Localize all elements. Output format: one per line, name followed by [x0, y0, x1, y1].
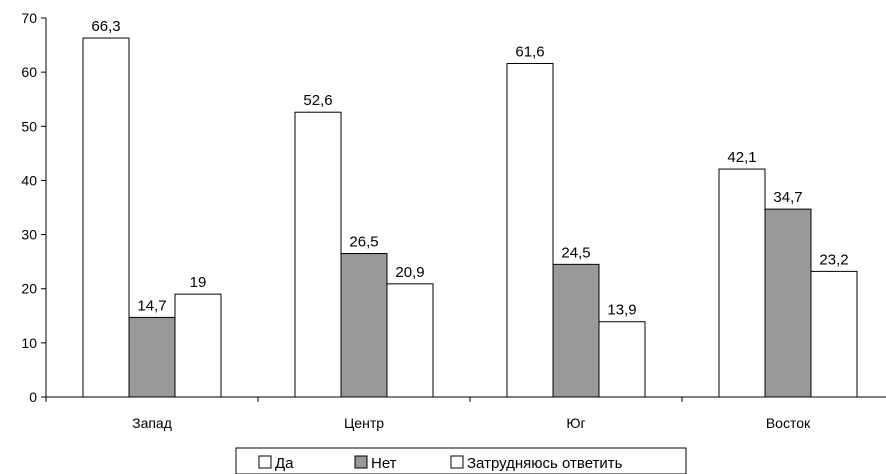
data-label: 66,3 — [91, 18, 120, 35]
data-label: 61,6 — [515, 43, 544, 60]
y-tick-label: 60 — [21, 64, 37, 80]
legend-label: Нет — [371, 455, 397, 472]
bar — [386, 283, 434, 398]
data-label: 24,5 — [561, 244, 590, 261]
legend-swatch — [258, 455, 272, 469]
y-tick-label: 20 — [21, 281, 37, 297]
x-tick-label: Центр — [344, 415, 384, 431]
y-tick-label: 50 — [21, 118, 37, 134]
data-label: 13,9 — [607, 302, 636, 319]
x-tick-label: Восток — [766, 415, 811, 431]
data-label: 52,6 — [303, 92, 332, 109]
bar — [810, 270, 858, 398]
bars — [82, 37, 858, 398]
data-label: 19 — [190, 274, 207, 291]
y-tick-label: 30 — [21, 227, 37, 243]
y-tick-label: 70 — [21, 10, 37, 26]
bar — [294, 111, 342, 398]
legend-swatch — [354, 455, 368, 469]
legend-swatch — [450, 455, 464, 469]
y-tick-label: 10 — [21, 335, 37, 351]
data-label: 34,7 — [773, 189, 802, 206]
bar — [598, 321, 646, 398]
data-label: 26,5 — [349, 234, 378, 251]
bar — [552, 263, 600, 398]
y-tick-label: 40 — [21, 172, 37, 188]
y-tick-label: 0 — [29, 389, 37, 405]
legend-label: Да — [275, 455, 294, 472]
data-label: 14,7 — [137, 297, 166, 314]
bar — [128, 316, 176, 398]
bar — [506, 62, 554, 398]
data-label: 23,2 — [819, 251, 848, 268]
bar — [340, 253, 388, 398]
bar — [174, 293, 222, 398]
bar — [718, 168, 766, 398]
legend: Да Нет Затрудняюсь ответить — [235, 447, 687, 474]
bar — [82, 37, 130, 398]
x-tick-label: Юг — [566, 415, 585, 431]
data-label: 20,9 — [395, 264, 424, 281]
data-labels: 66,3 52,6 61,6 42,1 14,7 26,5 24,5 34,7 19 20,9 13… — [91, 18, 848, 319]
data-label: 42,1 — [727, 149, 756, 166]
x-tick-label: Запад — [132, 415, 172, 431]
legend-label: Затрудняюсь ответить — [467, 455, 623, 472]
bar — [764, 208, 812, 398]
